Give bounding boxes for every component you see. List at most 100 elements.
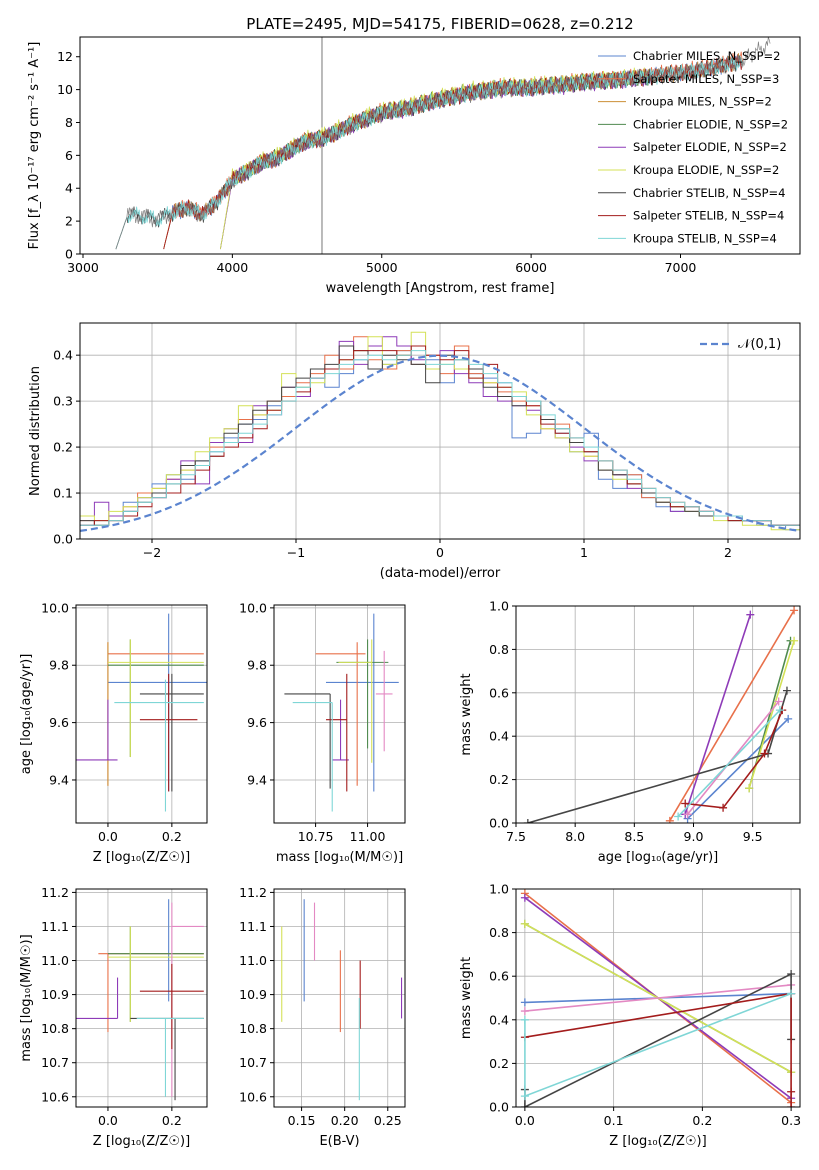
y-tick-label: 0.8 [489,642,509,657]
y-tick-label: 10.6 [41,1089,69,1104]
x-tick-label: 9.5 [743,829,763,844]
axes-frame [75,604,208,824]
errorbar-7 [130,1017,204,1101]
legend-label: Salpeter ELODIE, N_SSP=2 [633,140,787,154]
gridlines [515,605,800,824]
point-marker [674,812,683,821]
plot-area [520,889,796,1107]
y-axis-label: mass weight [459,957,474,1039]
y-tick-label: 11.0 [239,953,267,968]
point-marker [782,686,791,695]
x-axis-label: age [log₁₀(age/yr)] [598,850,719,865]
x-tick-label: 1 [580,545,588,560]
gaussian-curve [80,354,800,532]
errorbar-7 [139,673,204,792]
y-tick-label: 11.1 [41,919,69,934]
weight-line-7 [527,690,788,823]
histogram-series-7 [80,350,800,539]
x-tick-label: 10.75 [298,829,334,844]
y-tick-label: 0.6 [489,969,509,984]
y-tick-label: 1.0 [489,882,509,897]
panel-7: 0.15 0.20 0.25 10.6 10.7 10.8 10.9 11.0 11.1 11.2… [239,885,406,1149]
x-tick-label: 0.2 [162,829,182,844]
legend-label: Chabrier MILES, N_SSP=2 [633,49,780,63]
errorbar-9 [292,701,333,812]
x-tick-label: 11.00 [350,829,386,844]
y-tick-label: 0.0 [53,532,73,547]
legend-label: Salpeter MILES, N_SSP=3 [633,72,779,86]
x-tick-label: 0.2 [692,1113,712,1128]
gridlines [76,605,207,823]
point-marker [745,784,754,793]
weight-line-8 [685,709,784,809]
point-marker [520,893,529,902]
errorbar-6 [375,650,393,752]
y-tick-label: 6 [65,148,73,163]
panel-6: 0.0 0.2 10.6 10.7 10.8 10.9 11.0 11.1 11.2 Z [log… [19,885,208,1149]
errorbar-1 [325,613,399,792]
y-tick-label: 0.8 [489,925,509,940]
x-tick-label: 6000 [515,260,547,275]
panel-5: 7.5 8.0 8.5 9.0 9.5 0.0 0.2 0.4 0.6 0.8 1.0 age [lo… [459,599,801,865]
errorbar-5 [76,699,118,761]
x-axis-label: Z [log₁₀(Z/Z☉)] [93,1134,190,1149]
y-tick-label: 9.6 [49,715,69,730]
point-marker [520,919,529,928]
plot-area [76,613,207,812]
x-tick-label: 0.2 [162,1113,182,1128]
weight-line-9 [524,992,792,1098]
y-tick-label: 10.0 [239,600,267,615]
errorbar-5 [107,926,204,1022]
x-tick-label: 2 [724,545,732,560]
errorbar-6 [171,902,204,1097]
legend-label: 𝒩(0,1) [738,337,781,352]
weight-line-7 [524,972,792,1107]
point-marker [784,714,793,723]
x-tick-label: 0.25 [374,1113,402,1128]
plot-area [76,899,204,1101]
weight-line-9 [677,709,781,818]
chart-title: PLATE=2495, MJD=54175, FIBERID=0628, z=0… [246,15,633,33]
y-axis-label: mass weight [459,673,474,755]
x-tick-label: 0.15 [288,1113,316,1128]
weight-line-2 [669,609,795,822]
y-tick-label: 0.0 [489,1100,509,1115]
point-marker [746,610,755,619]
plot-area [284,613,399,812]
point-marker [787,1087,796,1096]
legend-label: Kroupa STELIB, N_SSP=4 [633,231,777,245]
y-tick-label: 2 [65,214,73,229]
y-tick-label: 0.4 [53,348,73,363]
errorbar-5 [338,639,373,763]
panel-1: 3000 4000 5000 6000 7000 0 2 4 6 8 10 12 wavelength … [27,15,801,296]
axes-frame [515,605,801,824]
x-tick-label: 0.1 [604,1113,624,1128]
spectrum-series-8 [163,54,744,250]
point-marker [520,1092,529,1101]
x-tick-label: 0.3 [781,1113,801,1128]
y-tick-label: 11.2 [239,885,267,900]
legend-label: Salpeter STELIB, N_SSP=4 [633,209,784,223]
axes-frame [75,888,208,1108]
point-marker [520,1007,529,1016]
errorbar-4 [332,699,349,761]
point-marker [520,1015,529,1024]
y-tick-label: 10.0 [41,600,69,615]
x-tick-label: 0 [436,545,444,560]
errorbar-2 [107,642,204,786]
y-tick-label: 0.2 [53,440,73,455]
plot-area [523,606,799,823]
x-tick-label: 4000 [216,260,248,275]
axes-frame [273,604,406,824]
x-tick-label: 0.0 [98,829,118,844]
y-tick-label: 10.9 [41,987,69,1002]
plot-area [115,37,771,254]
axes-frame [79,36,801,255]
x-tick-label: 3000 [67,260,99,275]
x-tick-label: 0.0 [515,1113,535,1128]
y-tick-label: 0.2 [489,772,509,787]
gridlines [274,605,405,823]
weight-line-3 [684,614,752,815]
y-tick-label: 9.6 [247,715,267,730]
